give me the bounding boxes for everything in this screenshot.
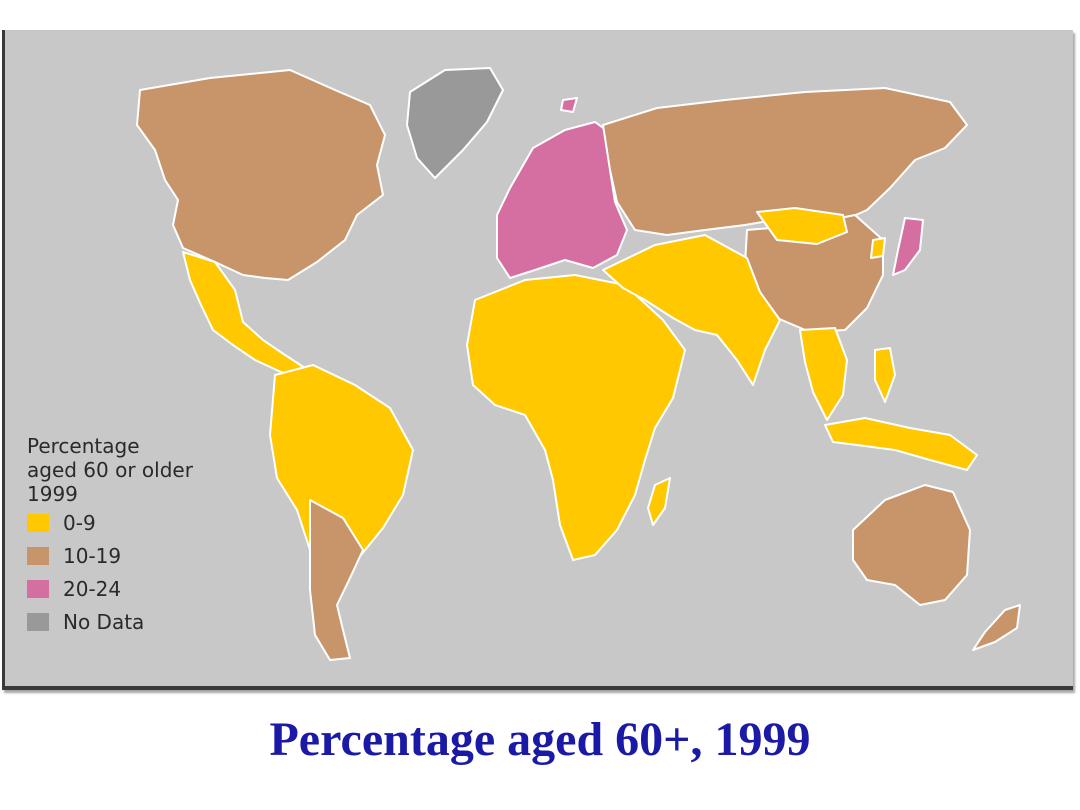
region-japan [892, 217, 924, 276]
world-map: Percentage aged 60 or older 1999 0-9 10-… [2, 30, 1073, 690]
region-iceland [560, 97, 578, 113]
legend-year: 1999 [27, 482, 78, 506]
legend-label: 10-19 [63, 543, 122, 568]
region-russia [602, 87, 968, 236]
legend-swatch [27, 546, 49, 565]
region-europe [496, 121, 628, 279]
region-madagascar [647, 477, 671, 526]
legend-title-line1: Percentage [27, 434, 140, 458]
region-indonesia [824, 417, 978, 471]
slide-caption: Percentage aged 60+, 1999 [269, 713, 811, 766]
world-map-svg [136, 67, 1021, 661]
legend-item-0-9: 0-9 [27, 506, 193, 539]
legend-swatch [27, 579, 49, 598]
legend-label: 0-9 [63, 510, 96, 535]
legend-item-no-data: No Data [27, 605, 193, 638]
legend-item-20-24: 20-24 [27, 572, 193, 605]
legend-label: No Data [63, 609, 145, 634]
legend-item-10-19: 10-19 [27, 539, 193, 572]
region-philippines [874, 347, 896, 403]
region-middle-east-south-asia [602, 234, 781, 386]
region-australia [852, 484, 971, 606]
legend-title-line2: aged 60 or older [27, 458, 193, 482]
region-mongolia [756, 207, 848, 245]
region-korea [870, 237, 886, 259]
region-new-zealand [972, 604, 1021, 651]
legend-swatch [27, 612, 49, 631]
region-greenland [406, 67, 504, 179]
map-legend: Percentage aged 60 or older 1999 0-9 10-… [27, 434, 193, 638]
region-southeast-asia [799, 327, 848, 421]
legend-swatch [27, 513, 49, 532]
region-southern-cone [309, 499, 364, 661]
region-north-america [136, 69, 386, 281]
legend-label: 20-24 [63, 576, 122, 601]
